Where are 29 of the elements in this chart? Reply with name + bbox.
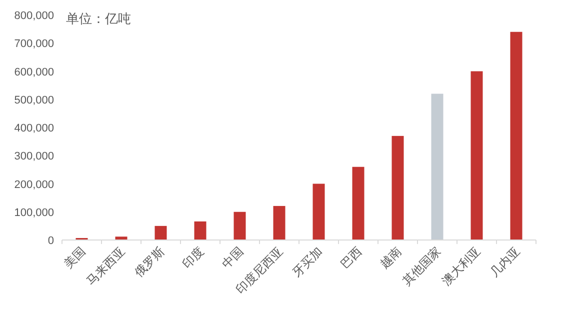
bar	[234, 212, 246, 240]
bar	[312, 184, 325, 240]
bar	[194, 221, 206, 240]
y-tick-label: 600,000	[14, 66, 54, 78]
y-tick-label: 400,000	[14, 122, 54, 134]
x-tick-label: 巴西	[338, 244, 364, 272]
y-tick-label: 500,000	[14, 94, 54, 106]
bar	[273, 206, 286, 240]
x-tick-label: 澳大利亚	[439, 244, 483, 288]
x-tick-label: 几内亚	[487, 244, 522, 280]
x-tick-label: 中国	[219, 244, 246, 272]
bar	[470, 71, 483, 240]
x-tick-label: 牙买加	[290, 244, 325, 280]
bar	[352, 166, 364, 240]
x-tick-label: 美国	[61, 244, 88, 272]
bar	[154, 226, 167, 240]
y-tick-label: 800,000	[14, 10, 54, 22]
x-tick-label: 俄罗斯	[132, 244, 167, 280]
y-tick-label: 200,000	[14, 178, 54, 191]
y-tick-label: 0	[48, 235, 54, 247]
x-tick-label: 印度	[180, 244, 206, 272]
bar	[392, 136, 404, 240]
annotation: 单位：亿吨	[66, 11, 131, 26]
y-tick-label: 300,000	[14, 150, 54, 163]
bar	[510, 32, 522, 240]
bar	[431, 94, 444, 240]
y-tick-label: 100,000	[14, 206, 54, 219]
y-tick-label: 700,000	[14, 38, 54, 50]
x-tick-label: 越南	[377, 244, 404, 272]
